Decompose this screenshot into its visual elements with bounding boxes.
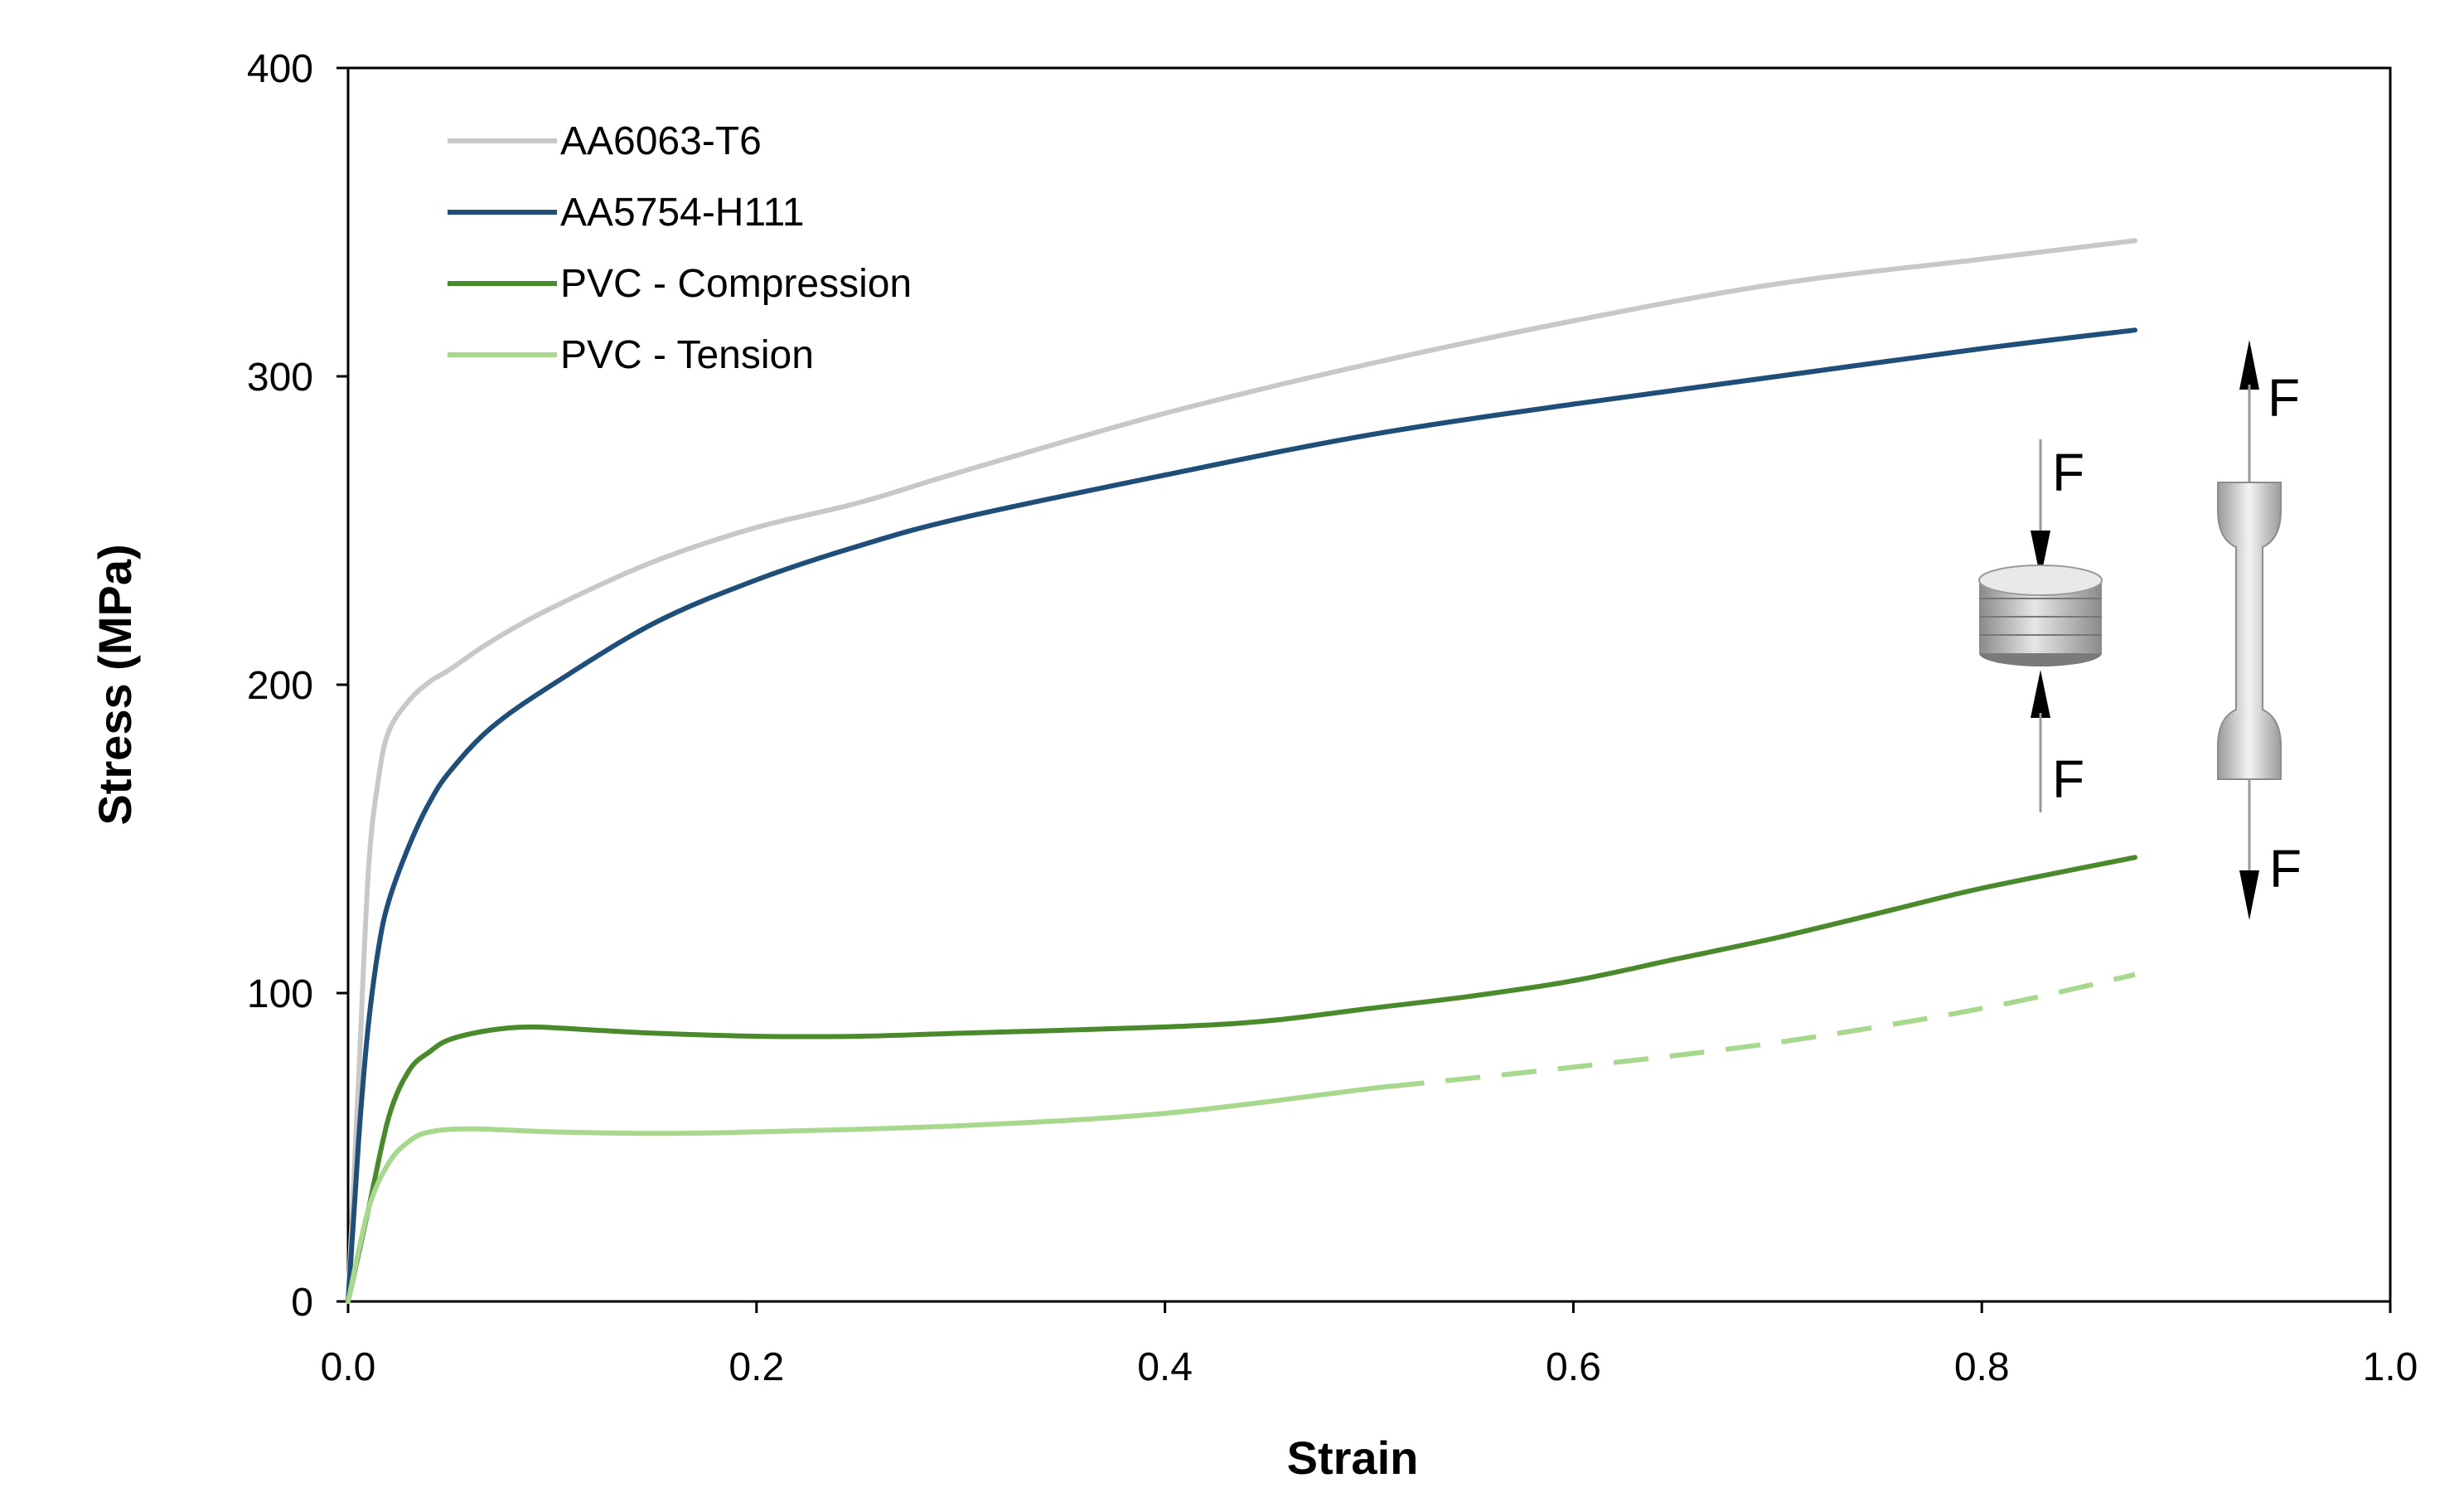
series-line-pvc-compression <box>346 855 2137 1304</box>
tension-top-arrowhead-icon <box>2239 340 2259 390</box>
tension-bottom-arrowhead-icon <box>2239 870 2259 920</box>
x-tick-label: 0.0 <box>321 1345 376 1389</box>
compression-bottom-force-label: F <box>2052 749 2084 809</box>
x-axis-tick-marks <box>346 1301 2392 1313</box>
y-axis-tick-marks <box>336 66 348 1303</box>
dogbone-specimen-icon <box>2217 482 2282 780</box>
compression-disc-stack-icon <box>1978 565 2103 666</box>
tension-bottom-force-label: F <box>2269 839 2302 899</box>
legend-label-pvc-tension: PVC - Tension <box>560 333 814 377</box>
y-tick-label: 300 <box>247 356 313 400</box>
x-tick-label: 0.8 <box>1954 1345 2010 1389</box>
legend-label-pvc-compression: PVC - Compression <box>560 262 912 306</box>
compression-top-force-label: F <box>2052 443 2084 502</box>
legend-label-aa5754-h111: AA5754-H111 <box>560 191 804 235</box>
series-line-aa6063-t6 <box>346 238 2137 1304</box>
compression-bottom-arrowhead-icon <box>2031 670 2050 718</box>
series-line-pvc-tension <box>346 1083 1395 1304</box>
y-tick-label: 400 <box>247 47 313 91</box>
x-tick-label: 0.4 <box>1137 1345 1193 1389</box>
y-tick-label: 100 <box>247 972 313 1016</box>
tension-top-force-label: F <box>2268 368 2300 428</box>
x-tick-label: 1.0 <box>2363 1345 2418 1389</box>
x-axis-title: Strain <box>1287 1432 1419 1484</box>
x-tick-label: 0.2 <box>729 1345 784 1389</box>
legend-label-aa6063-t6: AA6063-T6 <box>560 119 762 163</box>
series-line-pvc-tension-dashed <box>1389 972 2136 1089</box>
legend: AA6063-T6 AA5754-H111 PVC - Compression … <box>448 119 912 377</box>
plot-area-frame <box>346 66 2392 1303</box>
y-axis-title: Stress (MPa) <box>89 544 141 825</box>
data-series <box>346 238 2137 1304</box>
y-tick-label: 200 <box>247 664 313 708</box>
series-line-aa5754-h111 <box>346 327 2137 1304</box>
y-axis-tick-labels: 0 100 200 300 400 <box>247 47 313 1325</box>
tension-specimen-illustration: F F <box>2217 340 2302 920</box>
x-tick-label: 0.6 <box>1546 1345 1601 1389</box>
x-axis-tick-labels: 0.0 0.2 0.4 0.6 0.8 1.0 <box>321 1345 2418 1389</box>
compression-specimen-illustration: F F <box>1978 439 2103 812</box>
compression-top-arrowhead-icon <box>2031 531 2050 579</box>
y-tick-label: 0 <box>291 1281 313 1325</box>
